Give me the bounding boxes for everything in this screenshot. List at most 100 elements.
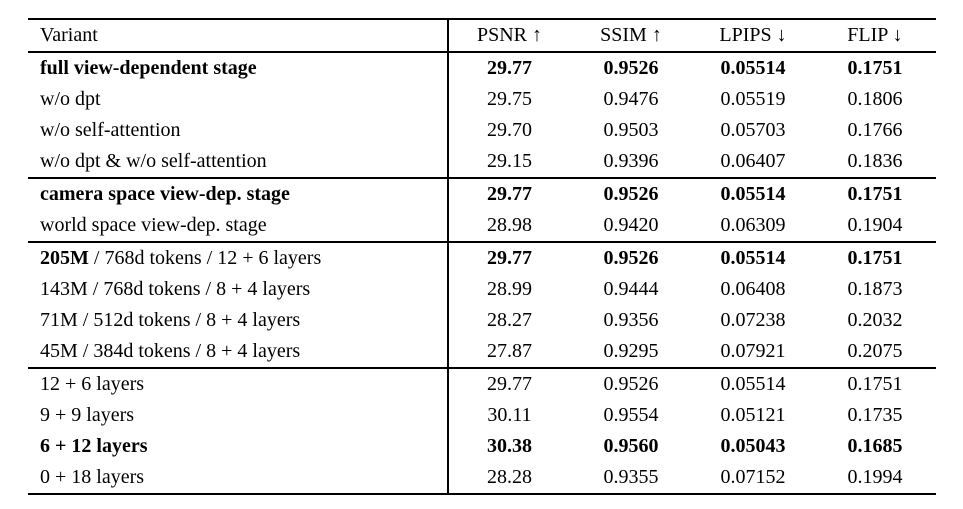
psnr-cell: 29.77 bbox=[487, 57, 532, 79]
psnr-cell: 28.28 bbox=[487, 466, 532, 488]
variant-cell: world space view-dep. stage bbox=[28, 210, 449, 242]
section-layer-split: 12 + 6 layers 29.77 0.9526 0.05514 0.175… bbox=[28, 368, 936, 494]
lpips-cell: 0.05514 bbox=[720, 247, 786, 269]
variant-cell: 6 + 12 layers bbox=[28, 431, 449, 462]
ssim-cell: 0.9526 bbox=[603, 57, 659, 79]
psnr-cell: 30.38 bbox=[487, 435, 532, 457]
col-header-lpips: LPIPS ↓ bbox=[719, 24, 787, 46]
col-header-flip: FLIP ↓ bbox=[847, 24, 903, 46]
ssim-cell: 0.9356 bbox=[603, 309, 659, 331]
section-space: camera space view-dep. stage 29.77 0.952… bbox=[28, 178, 936, 242]
flip-cell: 0.1836 bbox=[847, 150, 903, 172]
variant-cell: 9 + 9 layers bbox=[28, 400, 449, 431]
psnr-cell: 28.27 bbox=[487, 309, 532, 331]
variant-bold-prefix: 205M bbox=[40, 247, 89, 269]
col-header-ssim: SSIM ↑ bbox=[600, 24, 662, 46]
ssim-cell: 0.9560 bbox=[603, 435, 659, 457]
table-row: 71M / 512d tokens / 8 + 4 layers 28.27 0… bbox=[28, 305, 936, 336]
variant-cell: w/o dpt & w/o self-attention bbox=[28, 146, 449, 178]
flip-cell: 0.1751 bbox=[847, 373, 903, 395]
ssim-cell: 0.9526 bbox=[603, 183, 659, 205]
psnr-cell: 28.99 bbox=[487, 278, 532, 300]
lpips-cell: 0.07921 bbox=[720, 340, 786, 362]
ssim-cell: 0.9420 bbox=[603, 214, 659, 236]
psnr-cell: 27.87 bbox=[487, 340, 532, 362]
table-row: w/o dpt & w/o self-attention 29.15 0.939… bbox=[28, 146, 936, 178]
table-row: 143M / 768d tokens / 8 + 4 layers 28.99 … bbox=[28, 274, 936, 305]
flip-cell: 0.1751 bbox=[847, 247, 903, 269]
table-row: w/o dpt 29.75 0.9476 0.05519 0.1806 bbox=[28, 84, 936, 115]
flip-cell: 0.2032 bbox=[847, 309, 903, 331]
psnr-cell: 29.70 bbox=[487, 119, 532, 141]
variant-cell: 71M / 512d tokens / 8 + 4 layers bbox=[28, 305, 449, 336]
table-row: world space view-dep. stage 28.98 0.9420… bbox=[28, 210, 936, 242]
ssim-cell: 0.9526 bbox=[603, 247, 659, 269]
variant-cell: 205M / 768d tokens / 12 + 6 layers bbox=[28, 242, 449, 274]
psnr-cell: 29.77 bbox=[487, 247, 532, 269]
table-row: 45M / 384d tokens / 8 + 4 layers 27.87 0… bbox=[28, 336, 936, 368]
psnr-cell: 28.98 bbox=[487, 214, 532, 236]
table-row: 12 + 6 layers 29.77 0.9526 0.05514 0.175… bbox=[28, 368, 936, 400]
ssim-cell: 0.9554 bbox=[603, 404, 659, 426]
col-header-variant: Variant bbox=[28, 19, 449, 52]
flip-cell: 0.2075 bbox=[847, 340, 903, 362]
variant-cell: 143M / 768d tokens / 8 + 4 layers bbox=[28, 274, 449, 305]
lpips-cell: 0.05514 bbox=[720, 373, 786, 395]
flip-cell: 0.1806 bbox=[847, 88, 903, 110]
lpips-cell: 0.06408 bbox=[720, 278, 786, 300]
lpips-cell: 0.07152 bbox=[720, 466, 786, 488]
lpips-cell: 0.05703 bbox=[720, 119, 786, 141]
lpips-cell: 0.05514 bbox=[720, 183, 786, 205]
ablation-table-wrap: Variant PSNR ↑ SSIM ↑ LPIPS ↓ FLIP ↓ ful… bbox=[28, 18, 936, 495]
psnr-cell: 30.11 bbox=[487, 404, 532, 426]
ssim-cell: 0.9476 bbox=[603, 88, 659, 110]
ssim-cell: 0.9444 bbox=[603, 278, 659, 300]
flip-cell: 0.1873 bbox=[847, 278, 903, 300]
psnr-cell: 29.15 bbox=[487, 150, 532, 172]
variant-cell: 0 + 18 layers bbox=[28, 462, 449, 494]
ssim-cell: 0.9295 bbox=[603, 340, 659, 362]
flip-cell: 0.1735 bbox=[847, 404, 903, 426]
lpips-cell: 0.05043 bbox=[720, 435, 786, 457]
lpips-cell: 0.06407 bbox=[720, 150, 786, 172]
variant-rest: / 768d tokens / 12 + 6 layers bbox=[88, 247, 322, 269]
table-row: 9 + 9 layers 30.11 0.9554 0.05121 0.1735 bbox=[28, 400, 936, 431]
table-row: camera space view-dep. stage 29.77 0.952… bbox=[28, 178, 936, 210]
flip-cell: 0.1904 bbox=[847, 214, 903, 236]
variant-cell: w/o self-attention bbox=[28, 115, 449, 146]
section-model-size: 205M / 768d tokens / 12 + 6 layers 29.77… bbox=[28, 242, 936, 368]
table-row: w/o self-attention 29.70 0.9503 0.05703 … bbox=[28, 115, 936, 146]
header-row: Variant PSNR ↑ SSIM ↑ LPIPS ↓ FLIP ↓ bbox=[28, 19, 936, 52]
ssim-cell: 0.9503 bbox=[603, 119, 659, 141]
lpips-cell: 0.05519 bbox=[720, 88, 786, 110]
flip-cell: 0.1751 bbox=[847, 183, 903, 205]
flip-cell: 0.1751 bbox=[847, 57, 903, 79]
table-row: 205M / 768d tokens / 12 + 6 layers 29.77… bbox=[28, 242, 936, 274]
flip-cell: 0.1685 bbox=[847, 435, 903, 457]
ablation-table: Variant PSNR ↑ SSIM ↑ LPIPS ↓ FLIP ↓ ful… bbox=[28, 18, 936, 495]
variant-cell: w/o dpt bbox=[28, 84, 449, 115]
ssim-cell: 0.9355 bbox=[603, 466, 659, 488]
lpips-cell: 0.07238 bbox=[720, 309, 786, 331]
lpips-cell: 0.05121 bbox=[720, 404, 786, 426]
lpips-cell: 0.05514 bbox=[720, 57, 786, 79]
section-view-dependent: full view-dependent stage 29.77 0.9526 0… bbox=[28, 52, 936, 178]
variant-cell: full view-dependent stage bbox=[28, 52, 449, 84]
flip-cell: 0.1994 bbox=[847, 466, 903, 488]
psnr-cell: 29.77 bbox=[487, 373, 532, 395]
table-row: 0 + 18 layers 28.28 0.9355 0.07152 0.199… bbox=[28, 462, 936, 494]
table-row: 6 + 12 layers 30.38 0.9560 0.05043 0.168… bbox=[28, 431, 936, 462]
ssim-cell: 0.9396 bbox=[603, 150, 659, 172]
variant-cell: camera space view-dep. stage bbox=[28, 178, 449, 210]
ssim-cell: 0.9526 bbox=[603, 373, 659, 395]
psnr-cell: 29.77 bbox=[487, 183, 532, 205]
table-header: Variant PSNR ↑ SSIM ↑ LPIPS ↓ FLIP ↓ bbox=[28, 19, 936, 52]
col-header-psnr: PSNR ↑ bbox=[476, 24, 543, 46]
table-row: full view-dependent stage 29.77 0.9526 0… bbox=[28, 52, 936, 84]
flip-cell: 0.1766 bbox=[847, 119, 903, 141]
variant-cell: 45M / 384d tokens / 8 + 4 layers bbox=[28, 336, 449, 368]
variant-cell: 12 + 6 layers bbox=[28, 368, 449, 400]
psnr-cell: 29.75 bbox=[487, 88, 532, 110]
lpips-cell: 0.06309 bbox=[720, 214, 786, 236]
